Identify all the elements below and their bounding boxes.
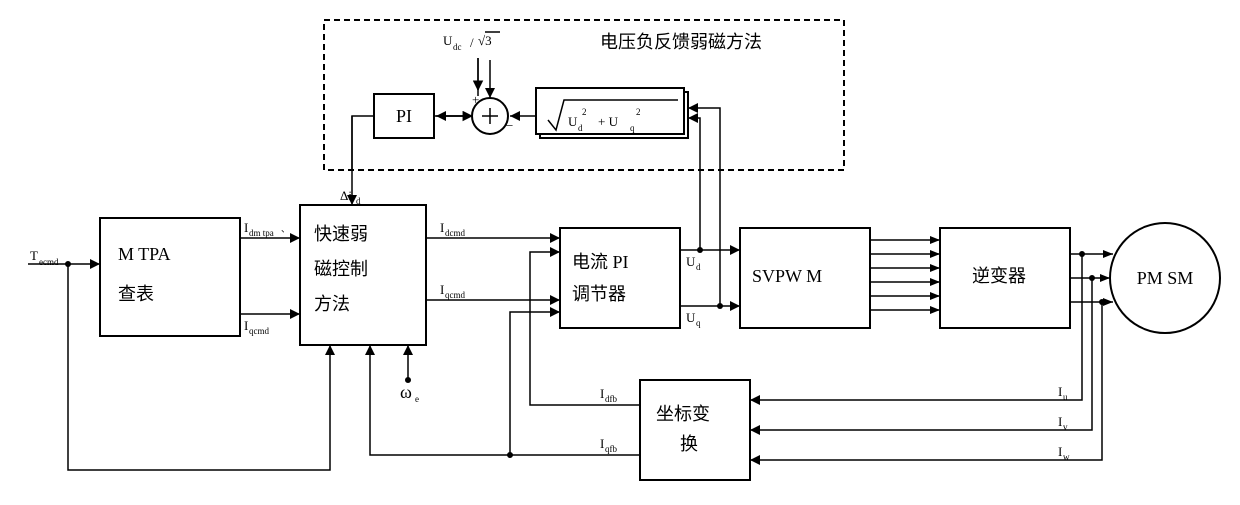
- sqrt-block: U d 2 + U q 2: [536, 88, 688, 138]
- svg-text:v: v: [1063, 422, 1068, 432]
- pi-label: PI: [396, 106, 412, 126]
- udc-input: U dc / √3: [443, 32, 500, 90]
- svg-text:w: w: [1063, 452, 1070, 462]
- svg-text:qfb: qfb: [605, 444, 617, 454]
- svg-text:I: I: [244, 220, 248, 235]
- mtpa-block: [100, 218, 240, 336]
- dashed-title: 电压负反馈弱磁方法: [600, 32, 762, 52]
- svpwm-label: SVPW M: [752, 266, 822, 286]
- svg-text:ω: ω: [400, 382, 412, 402]
- coord-block: [640, 380, 750, 480]
- delta-id-wire: [352, 116, 374, 205]
- svg-text:I: I: [1058, 384, 1062, 399]
- cpi-l2: 调节器: [572, 284, 626, 304]
- svg-text:dm tpa: dm tpa: [249, 228, 274, 238]
- svg-text:Δi: Δi: [340, 188, 352, 203]
- svg-text:I: I: [440, 220, 444, 235]
- sum-junction: + −: [472, 92, 513, 134]
- coord-l2: 换: [680, 434, 698, 454]
- svg-text:+ U: + U: [598, 114, 619, 129]
- cpi-block: [560, 228, 680, 328]
- svg-text:I: I: [600, 436, 604, 451]
- svg-text:、: 、: [281, 224, 290, 234]
- svg-text:d: d: [578, 123, 583, 133]
- svg-text:qcmd: qcmd: [445, 290, 465, 300]
- fw-l3: 方法: [314, 294, 350, 314]
- svg-text:I: I: [440, 282, 444, 297]
- fw-out: Idcmd Iqcmd: [426, 220, 560, 305]
- fw-l2: 磁控制: [314, 259, 368, 279]
- mtpa-l1: M TPA: [118, 244, 171, 264]
- svg-text:I: I: [1058, 414, 1062, 429]
- block-diagram: 电压负反馈弱磁方法 U dc / √3 + − PI U d 2 + U q 2…: [0, 0, 1240, 505]
- svg-text:/: /: [470, 35, 474, 50]
- pmsm-label: PM SM: [1137, 268, 1194, 288]
- svpwm-inv: [870, 236, 940, 314]
- svg-text:u: u: [1063, 392, 1068, 402]
- mtpa-out: Idm tpa 、 Iqcmd: [240, 220, 300, 336]
- mtpa-l2: 查表: [118, 284, 154, 304]
- svg-text:2: 2: [636, 107, 641, 117]
- svg-text:I: I: [244, 318, 248, 333]
- fw-l1: 快速弱: [314, 224, 368, 244]
- svg-text:−: −: [506, 118, 513, 133]
- svg-text:U: U: [686, 310, 696, 325]
- svg-text:U: U: [568, 114, 578, 129]
- svg-text:q: q: [630, 123, 635, 133]
- svg-text:qcmd: qcmd: [249, 326, 269, 336]
- svg-text:e: e: [415, 394, 419, 404]
- inv-label: 逆变器: [972, 266, 1026, 286]
- svg-text:dcmd: dcmd: [445, 228, 465, 238]
- coord-l1: 坐标变: [656, 404, 710, 424]
- svg-text:dc: dc: [453, 42, 462, 52]
- svg-text:I: I: [1058, 444, 1062, 459]
- svg-text:U: U: [686, 254, 696, 269]
- svg-text:I: I: [600, 386, 604, 401]
- svg-text:2: 2: [582, 107, 587, 117]
- svg-text:dfb: dfb: [605, 394, 617, 404]
- svg-text:ecmd: ecmd: [39, 257, 59, 267]
- svg-text:d: d: [696, 262, 701, 272]
- cpi-l1: 电流 PI: [572, 252, 629, 272]
- svg-text:√3: √3: [478, 33, 492, 48]
- omega: ωe: [400, 345, 419, 404]
- svg-text:T: T: [30, 248, 38, 263]
- svg-text:q: q: [696, 318, 701, 328]
- svg-text:U: U: [443, 33, 453, 48]
